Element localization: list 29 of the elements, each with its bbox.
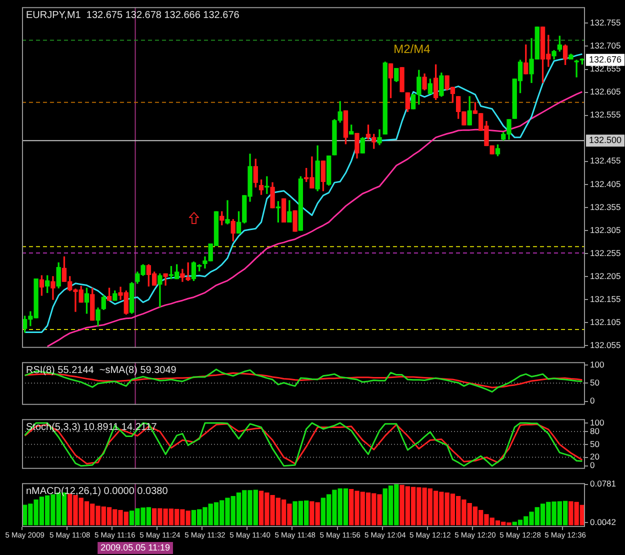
y-tick-label: 0.0781 (590, 478, 616, 489)
y-tick-label: 50 (590, 438, 600, 449)
y-tick-label: 132.155 (590, 294, 621, 304)
y-tick-label: 132.055 (590, 340, 621, 350)
y-tick-label: 80 (590, 426, 600, 436)
y-tick-label: 132.105 (590, 316, 621, 327)
chart-title: nMACD(12,26,1) 0.0000 0.0380 (26, 486, 168, 497)
ref-line-label: 132.500 (589, 135, 622, 146)
y-tick-label: 132.755 (590, 18, 621, 28)
y-tick-label: 132.305 (590, 224, 621, 235)
y-tick-label: 132.555 (590, 110, 621, 120)
text: 132.676 (589, 54, 622, 64)
y-tick-label: 100 (590, 359, 604, 370)
y-tick-label: 50 (590, 377, 600, 388)
y-tick-label: 132.705 (590, 40, 621, 51)
text: 2009.05.05 11:19 (100, 542, 170, 552)
y-tick-label: 132.605 (590, 86, 621, 97)
y-tick-label: 132.405 (590, 178, 621, 189)
y-tick-label: 132.355 (590, 202, 621, 212)
y-tick-label: 132.255 (590, 248, 621, 258)
y-tick-label: 100 (590, 417, 604, 428)
annotation: M2/M4 (394, 42, 431, 56)
y-tick-label: 132.655 (590, 64, 621, 74)
y-tick-label: 132.455 (590, 156, 621, 166)
y-tick-label: 0 (590, 396, 595, 406)
y-tick-label: 0 (590, 460, 595, 470)
y-tick-label: 132.205 (590, 270, 621, 281)
y-tick-label: 0.0042 (590, 517, 616, 528)
y-tick-label: 20 (590, 452, 600, 462)
